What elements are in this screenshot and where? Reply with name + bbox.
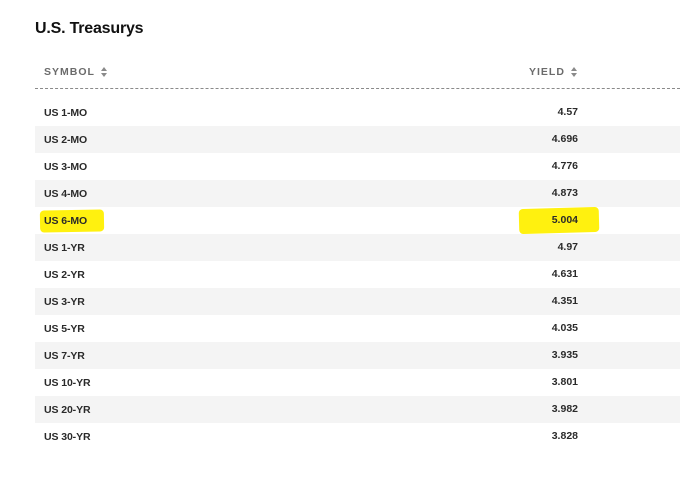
symbol-column-header[interactable]: SYMBOL xyxy=(44,66,107,78)
sort-icon[interactable] xyxy=(570,67,577,77)
yield-header-label: YIELD xyxy=(529,66,565,78)
table-row: US 6-MO 5.004 xyxy=(35,206,680,235)
yield-cell: 4.035 xyxy=(551,322,578,334)
yield-cell: 4.696 xyxy=(551,133,578,145)
symbol-cell[interactable]: US 2-MO xyxy=(44,134,88,146)
table-row: US 3-YR 4.351 xyxy=(35,288,680,315)
yield-column-header[interactable]: YIELD xyxy=(529,66,577,78)
yield-cell: 3.801 xyxy=(551,376,578,388)
table-row: US 3-MO 4.776 xyxy=(35,153,680,180)
symbol-cell[interactable]: US 30-YR xyxy=(44,431,91,443)
table-row: US 5-YR 4.035 xyxy=(35,315,680,342)
table-body: US 1-MO 4.57 US 2-MO 4.696 US 3-MO 4.776 US 4-… xyxy=(35,99,680,450)
symbol-cell[interactable]: US 5-YR xyxy=(44,323,85,335)
page-title: U.S. Treasurys xyxy=(35,20,144,37)
symbol-cell[interactable]: US 1-YR xyxy=(44,242,85,254)
symbol-cell[interactable]: US 4-MO xyxy=(44,188,88,200)
yield-cell: 5.004 xyxy=(551,214,578,226)
symbol-cell[interactable]: US 1-MO xyxy=(44,107,88,119)
yield-cell: 4.97 xyxy=(557,241,578,253)
yield-cell: 4.776 xyxy=(551,160,578,172)
symbol-cell[interactable]: US 3-MO xyxy=(44,161,88,173)
table-row: US 20-YR 3.982 xyxy=(35,396,680,423)
table-row: US 2-YR 4.631 xyxy=(35,261,680,288)
symbol-cell[interactable]: US 3-YR xyxy=(44,296,85,308)
sort-icon[interactable] xyxy=(100,67,107,77)
symbol-cell[interactable]: US 7-YR xyxy=(44,350,85,362)
table-row: US 2-MO 4.696 xyxy=(35,126,680,153)
yield-cell: 3.935 xyxy=(551,349,578,361)
symbol-cell[interactable]: US 2-YR xyxy=(44,269,85,281)
yield-cell: 4.351 xyxy=(551,295,578,307)
yield-cell: 3.982 xyxy=(551,403,578,415)
table-row: US 1-MO 4.57 xyxy=(35,99,680,126)
table-header: SYMBOL YIELD xyxy=(35,60,680,89)
table-row: US 30-YR 3.828 xyxy=(35,423,680,450)
yield-cell: 4.873 xyxy=(551,187,578,199)
yield-cell: 4.57 xyxy=(557,106,578,118)
table-row: US 4-MO 4.873 xyxy=(35,180,680,207)
table-row: US 7-YR 3.935 xyxy=(35,342,680,369)
symbol-cell[interactable]: US 20-YR xyxy=(44,404,91,416)
symbol-cell[interactable]: US 6-MO xyxy=(44,215,88,227)
table-row: US 10-YR 3.801 xyxy=(35,369,680,396)
yield-cell: 4.631 xyxy=(551,268,578,280)
yield-cell: 3.828 xyxy=(551,430,578,442)
treasury-table: SYMBOL YIELD US 1-MO 4.57 US 2- xyxy=(35,60,680,443)
symbol-cell[interactable]: US 10-YR xyxy=(44,377,91,389)
symbol-header-label: SYMBOL xyxy=(44,66,95,78)
table-row: US 1-YR 4.97 xyxy=(35,234,680,261)
